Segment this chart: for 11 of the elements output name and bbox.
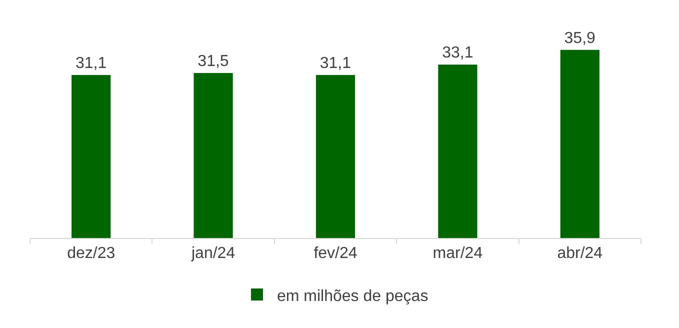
legend-label: em milhões de peças [277,288,428,305]
x-tick-label: mar/24 [432,245,483,262]
data-label: 31,1 [320,55,352,72]
data-label: 35,9 [564,30,596,47]
data-label: 33,1 [442,44,474,62]
x-tick-label: fev/24 [314,245,358,262]
data-label: 31,5 [198,52,229,70]
x-tick-label: dez/23 [67,245,116,262]
x-tick-label: abr/24 [557,245,603,262]
data-label: 31,1 [75,55,107,72]
x-tick-label: jan/24 [190,245,236,262]
